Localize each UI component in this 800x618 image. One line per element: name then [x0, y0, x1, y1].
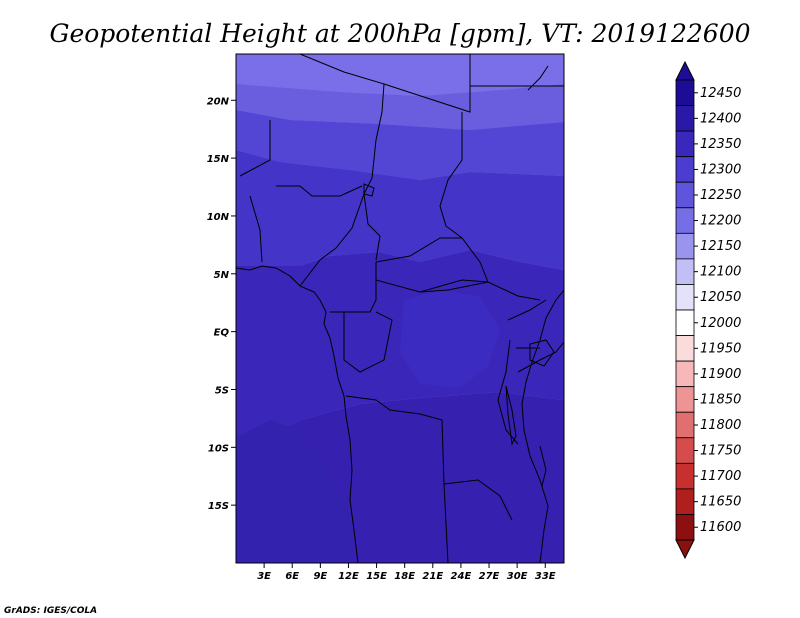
- colorbar-swatch: [675, 462, 695, 490]
- field-patch-southwest: [236, 420, 350, 563]
- red-sea-coast: [527, 65, 549, 91]
- lake-chad: [363, 183, 375, 197]
- coastline-east: [521, 289, 564, 563]
- country-borders: [236, 54, 564, 563]
- y-tick-label: 10S: [208, 443, 229, 454]
- colorbar-label: 11650: [700, 495, 741, 510]
- map-panel: 3E 6E 9E 12E 15E 18E 21E 24E 27E 30E 33E 20N 15N 10N…: [207, 53, 565, 582]
- colorbar-label: 11750: [700, 444, 741, 459]
- x-tick-label: 33E: [535, 571, 556, 582]
- border-niger-chad: [239, 120, 271, 177]
- colorbar-label: 12150: [700, 239, 741, 254]
- colorbar-label: 11850: [700, 392, 741, 407]
- colorbar-label: 12400: [700, 111, 741, 126]
- colorbar-label: 12050: [700, 290, 741, 305]
- colorbar-label: 11950: [700, 341, 741, 356]
- field-patch-equator: [400, 290, 500, 388]
- colorbar-label: 12000: [700, 316, 741, 331]
- border-sudan: [439, 112, 489, 283]
- colorbar-label: 11800: [700, 418, 741, 433]
- colorbar-swatch: [675, 309, 695, 336]
- geopotential-field: [236, 54, 564, 563]
- colorbar-label: 12100: [700, 265, 741, 280]
- x-tick-label: 6E: [285, 571, 299, 582]
- border-angola-zambia: [443, 479, 513, 521]
- y-tick-label: 5N: [214, 270, 230, 281]
- coastline-west: [236, 265, 359, 563]
- colorbar-label: 12450: [700, 86, 741, 101]
- colorbar-swatch: [675, 232, 695, 260]
- x-tick-label: 27E: [479, 571, 500, 582]
- colorbar-label: 12200: [700, 214, 741, 229]
- colorbar-swatch: [675, 284, 695, 311]
- colorbar-swatch: [675, 181, 695, 209]
- x-tick-label: 9E: [313, 571, 327, 582]
- colorbar-top-arrow: [675, 60, 695, 81]
- x-tick-label: 3E: [257, 571, 271, 582]
- longitude-axis: 3E 6E 9E 12E 15E 18E 21E 24E 27E 30E 33E: [257, 563, 556, 582]
- colorbar-swatch: [675, 105, 695, 132]
- border-tanzania: [517, 341, 564, 373]
- colorbar-swatch: [675, 488, 695, 515]
- grads-credit: GrADS: IGES/COLA: [4, 606, 97, 616]
- colorbar-bottom-arrow: [675, 539, 695, 560]
- x-tick-label: 30E: [507, 571, 528, 582]
- border-drc-east: [497, 339, 519, 445]
- colorbar-label: 11600: [700, 520, 741, 535]
- border-car: [375, 237, 489, 293]
- colorbar-label: 11900: [700, 367, 741, 382]
- colorbar-swatch: [675, 130, 695, 158]
- colorbar-swatch: [675, 360, 695, 388]
- colorbar-swatch: [675, 437, 695, 464]
- colorbar-swatch: [675, 207, 695, 234]
- colorbar-swatch: [675, 335, 695, 362]
- y-tick-label: 10N: [207, 212, 230, 223]
- border-drc-north: [419, 281, 541, 301]
- colorbar-swatch: [675, 156, 695, 183]
- x-tick-label: 24E: [451, 571, 472, 582]
- y-tick-label: EQ: [214, 328, 230, 339]
- y-tick-label: 15N: [207, 154, 230, 165]
- latitude-axis: 20N 15N 10N 5N EQ 5S 10S 15S: [207, 96, 236, 512]
- border-nigeria: [249, 185, 363, 263]
- colorbar: 12450 12400 12350 12300 12250 12200 12150 12100…: [675, 60, 741, 560]
- colorbar-label: 12250: [700, 188, 741, 203]
- map-title: Geopotential Height at 200hPa [gpm], VT:…: [49, 19, 750, 48]
- colorbar-swatch: [675, 79, 695, 106]
- y-tick-label: 15S: [208, 501, 229, 512]
- colorbar-swatch: [675, 411, 695, 439]
- y-tick-label: 20N: [207, 96, 230, 107]
- field-band-12410: [236, 84, 564, 130]
- colorbar-label: 12350: [700, 137, 741, 152]
- border-cameroon: [299, 193, 377, 313]
- field-band-12370: [236, 150, 564, 270]
- x-tick-label: 21E: [422, 571, 443, 582]
- x-tick-label: 15E: [366, 571, 387, 582]
- x-tick-label: 18E: [394, 571, 415, 582]
- lake-malawi: [539, 445, 547, 487]
- colorbar-label: 11700: [700, 469, 741, 484]
- field-band-12390: [236, 110, 564, 180]
- colorbar-label: 12300: [700, 162, 741, 177]
- border-gabon-congo: [343, 311, 393, 373]
- lake-tanganyika: [505, 385, 517, 446]
- y-tick-label: 5S: [215, 385, 229, 396]
- colorbar-swatch: [675, 514, 695, 541]
- colorbar-swatch: [675, 386, 695, 413]
- x-tick-label: 12E: [338, 571, 359, 582]
- lake-victoria: [529, 339, 555, 367]
- colorbar-swatch: [675, 258, 695, 285]
- border-uganda: [507, 299, 547, 349]
- map-frame: [235, 53, 565, 564]
